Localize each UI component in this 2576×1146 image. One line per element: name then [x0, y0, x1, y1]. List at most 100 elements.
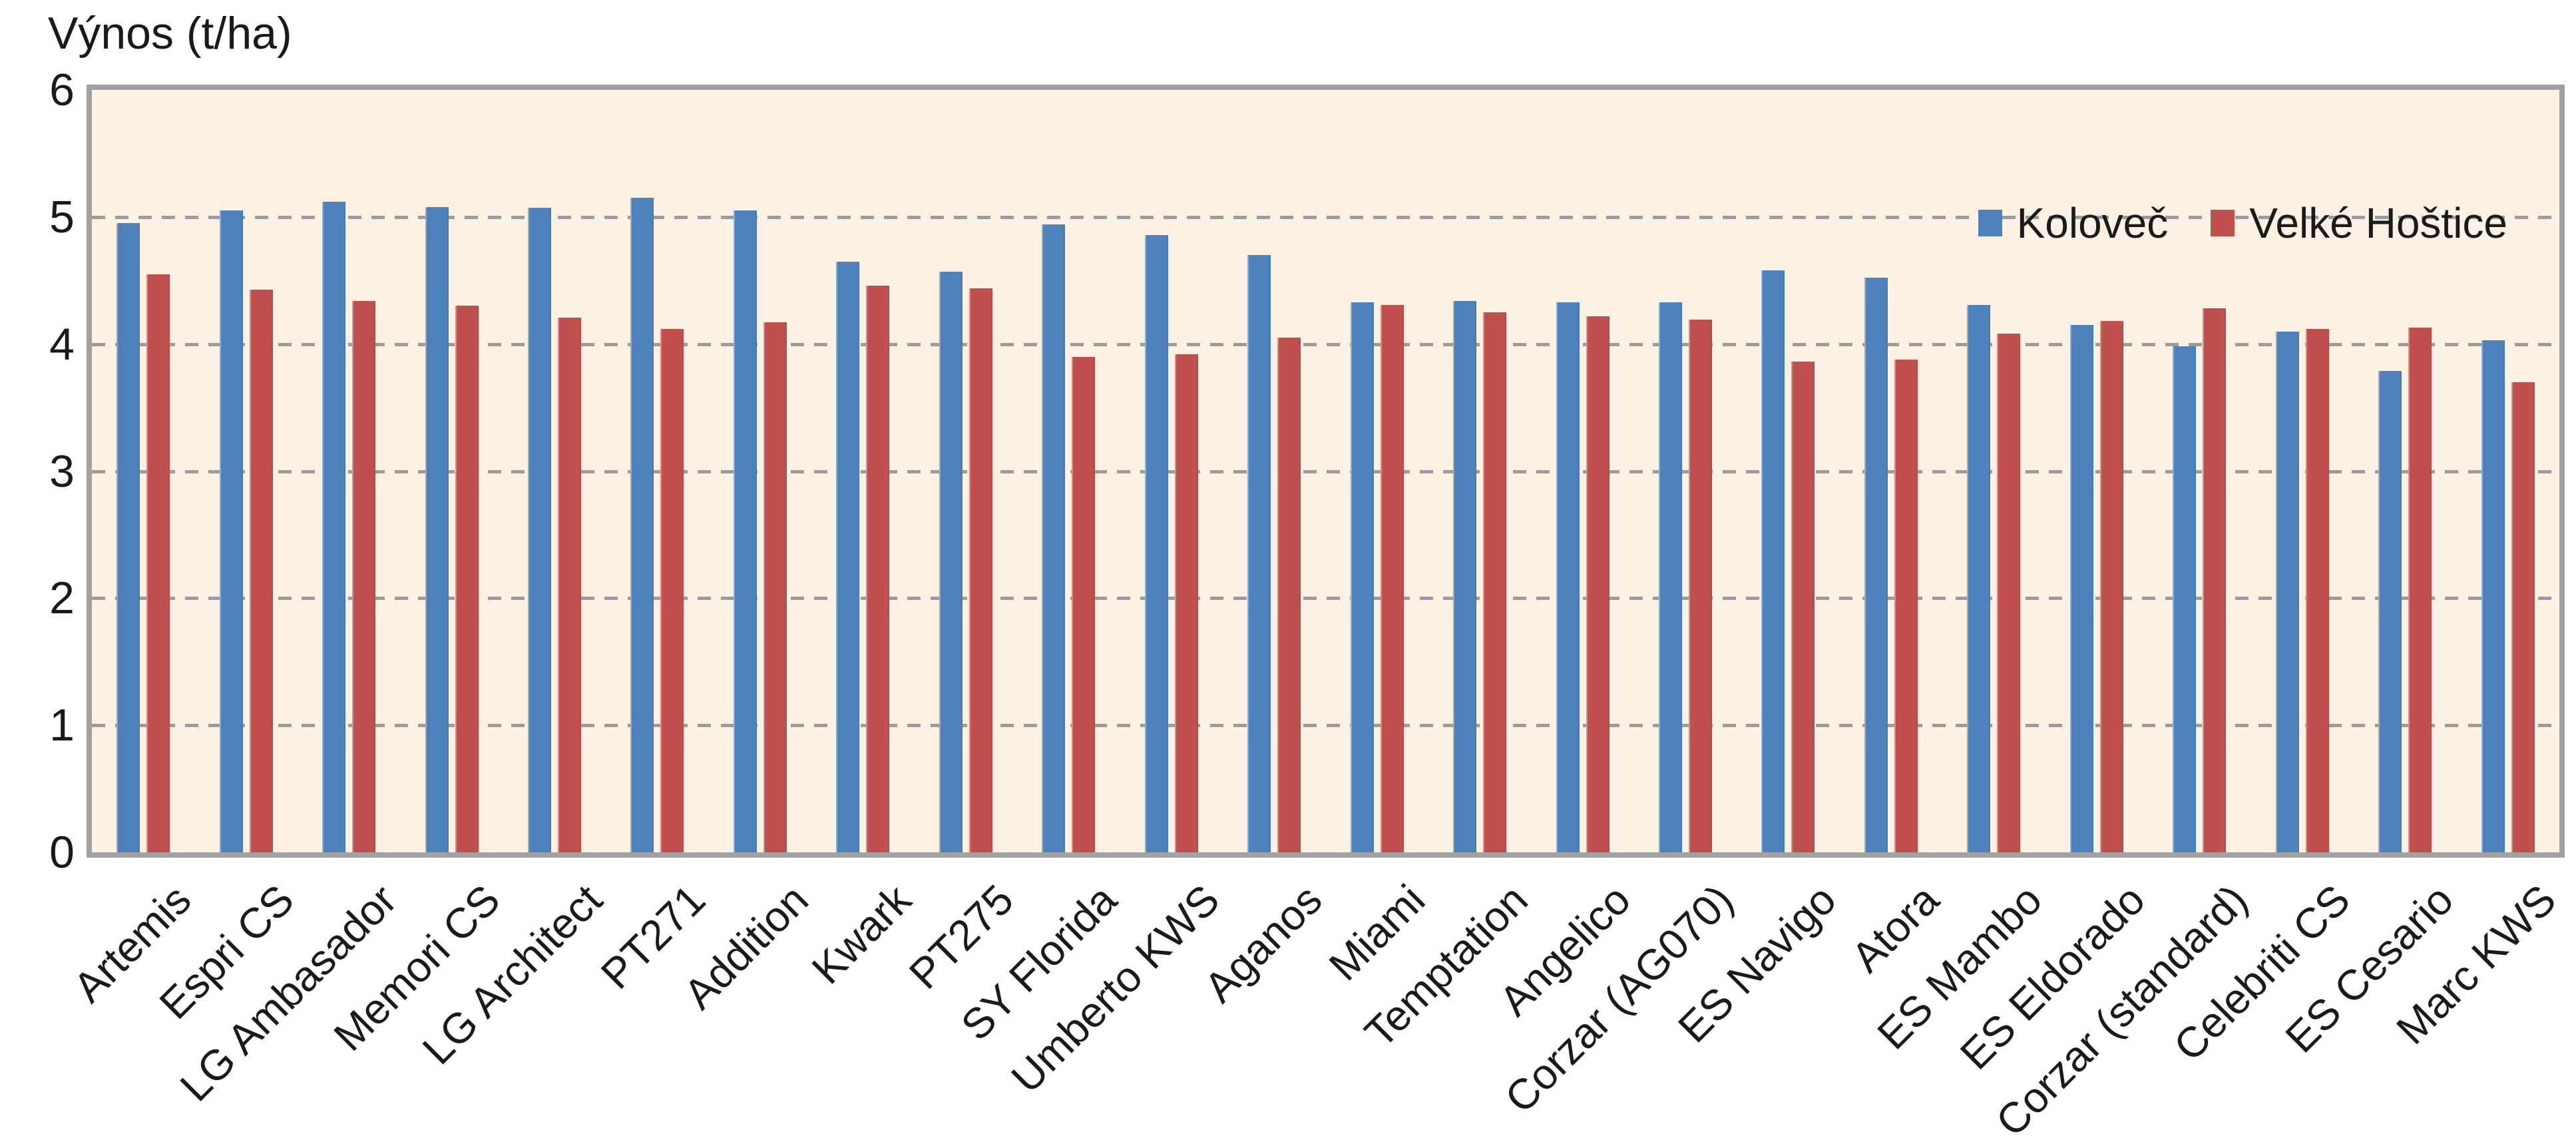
bar: [2378, 370, 2402, 852]
bar-pair: [1453, 90, 1507, 852]
bar-pair: [219, 90, 273, 852]
velke-hostice-swatch-icon: [2211, 210, 2235, 236]
bar: [352, 300, 376, 852]
y-tick-label-0: 0: [49, 827, 75, 878]
y-tick-label-4: 4: [49, 318, 75, 370]
category-slot: [915, 90, 1017, 852]
bar: [2275, 331, 2299, 852]
category-slot: [2045, 90, 2148, 852]
category-slot: [1840, 90, 1942, 852]
y-tick-label-6: 6: [49, 65, 75, 115]
bar: [939, 271, 963, 852]
category-slot: [1531, 90, 1633, 852]
bar: [1967, 304, 1991, 852]
category-slot: [1942, 90, 2045, 852]
bar: [836, 261, 860, 852]
bar: [1042, 224, 1066, 852]
gridline-3: [92, 469, 2559, 473]
gridline-5: [92, 215, 2559, 219]
category-slot: [400, 90, 503, 852]
bar: [1556, 302, 1580, 852]
bar: [630, 198, 654, 852]
bar: [1350, 302, 1374, 852]
bar-pair: [322, 90, 376, 852]
category-slot: [2251, 90, 2354, 852]
legend: Koloveč Velké Hoštice: [1978, 202, 2507, 244]
bar-pair: [939, 90, 992, 852]
bar-pair: [1556, 90, 1610, 852]
bar: [1453, 300, 1477, 852]
bar: [116, 223, 140, 852]
bar: [249, 289, 273, 852]
bar-pair: [1761, 90, 1815, 852]
gridline-4: [92, 342, 2559, 346]
bar: [660, 328, 684, 852]
y-tick-label-2: 2: [49, 573, 75, 624]
legend-label-kolovec: Koloveč: [2016, 199, 2169, 247]
bar-pair: [1659, 90, 1713, 852]
category-slot: [194, 90, 297, 852]
bar: [1247, 255, 1271, 852]
bar: [733, 210, 757, 852]
category-slot: [503, 90, 606, 852]
bar: [763, 322, 787, 852]
bar: [558, 317, 582, 852]
bar: [1586, 316, 1610, 852]
bar: [1072, 356, 1096, 852]
bar-pair: [1967, 90, 2021, 852]
bar: [528, 208, 552, 852]
bar: [2481, 340, 2505, 852]
legend-label-velke-hostice: Velké Hoštice: [2249, 199, 2507, 247]
y-axis: 0 1 2 3 4 5 6: [0, 65, 75, 878]
gridline-1: [92, 724, 2559, 728]
bar: [1659, 302, 1683, 852]
category-slot: [1223, 90, 1325, 852]
legend-item-kolovec: Koloveč: [1978, 199, 2169, 247]
bar: [219, 210, 243, 852]
category-slot: [2354, 90, 2456, 852]
bar: [455, 306, 479, 852]
bar-pair: [2069, 90, 2123, 852]
bar-pair: [1350, 90, 1404, 852]
category-slot: [2148, 90, 2251, 852]
legend-item-velke-hostice: Velké Hoštice: [2211, 202, 2507, 244]
category-slot: [92, 90, 194, 852]
bar-pair: [116, 90, 170, 852]
bar: [1761, 270, 1785, 852]
category-slot: [1737, 90, 1839, 852]
category-slot: [606, 90, 708, 852]
y-axis-title: Výnos (t/ha): [48, 8, 292, 59]
category-slot: [2456, 90, 2559, 852]
bar: [1483, 312, 1507, 852]
plot-area: Koloveč Velké Hoštice: [87, 85, 2565, 858]
bar: [2099, 321, 2123, 852]
bar: [1894, 359, 1918, 852]
y-tick-label-3: 3: [49, 445, 75, 497]
bar-pair: [1864, 90, 1918, 852]
bar: [1791, 362, 1815, 852]
bar: [2305, 328, 2329, 852]
bar-pair: [528, 90, 582, 852]
kolovec-swatch-icon: [1978, 210, 2002, 236]
bar: [1689, 320, 1713, 852]
category-slot: [298, 90, 400, 852]
bar: [322, 201, 346, 852]
bar: [1144, 234, 1168, 852]
y-tick-label-5: 5: [49, 191, 75, 242]
category-slot: [1017, 90, 1120, 852]
category-slot: [1325, 90, 1428, 852]
bar-pair: [1042, 90, 1096, 852]
category-slot: [1428, 90, 1531, 852]
bar: [2408, 327, 2432, 852]
gridline-2: [92, 597, 2559, 601]
bar: [2511, 382, 2535, 852]
bar: [1277, 338, 1301, 852]
bar: [425, 206, 449, 852]
category-slot: [709, 90, 811, 852]
bar-pair: [2173, 90, 2227, 852]
bar: [968, 288, 992, 852]
bar-pair: [2378, 90, 2432, 852]
bar-pair: [733, 90, 787, 852]
category-slot: [1120, 90, 1223, 852]
bar-pair: [425, 90, 479, 852]
